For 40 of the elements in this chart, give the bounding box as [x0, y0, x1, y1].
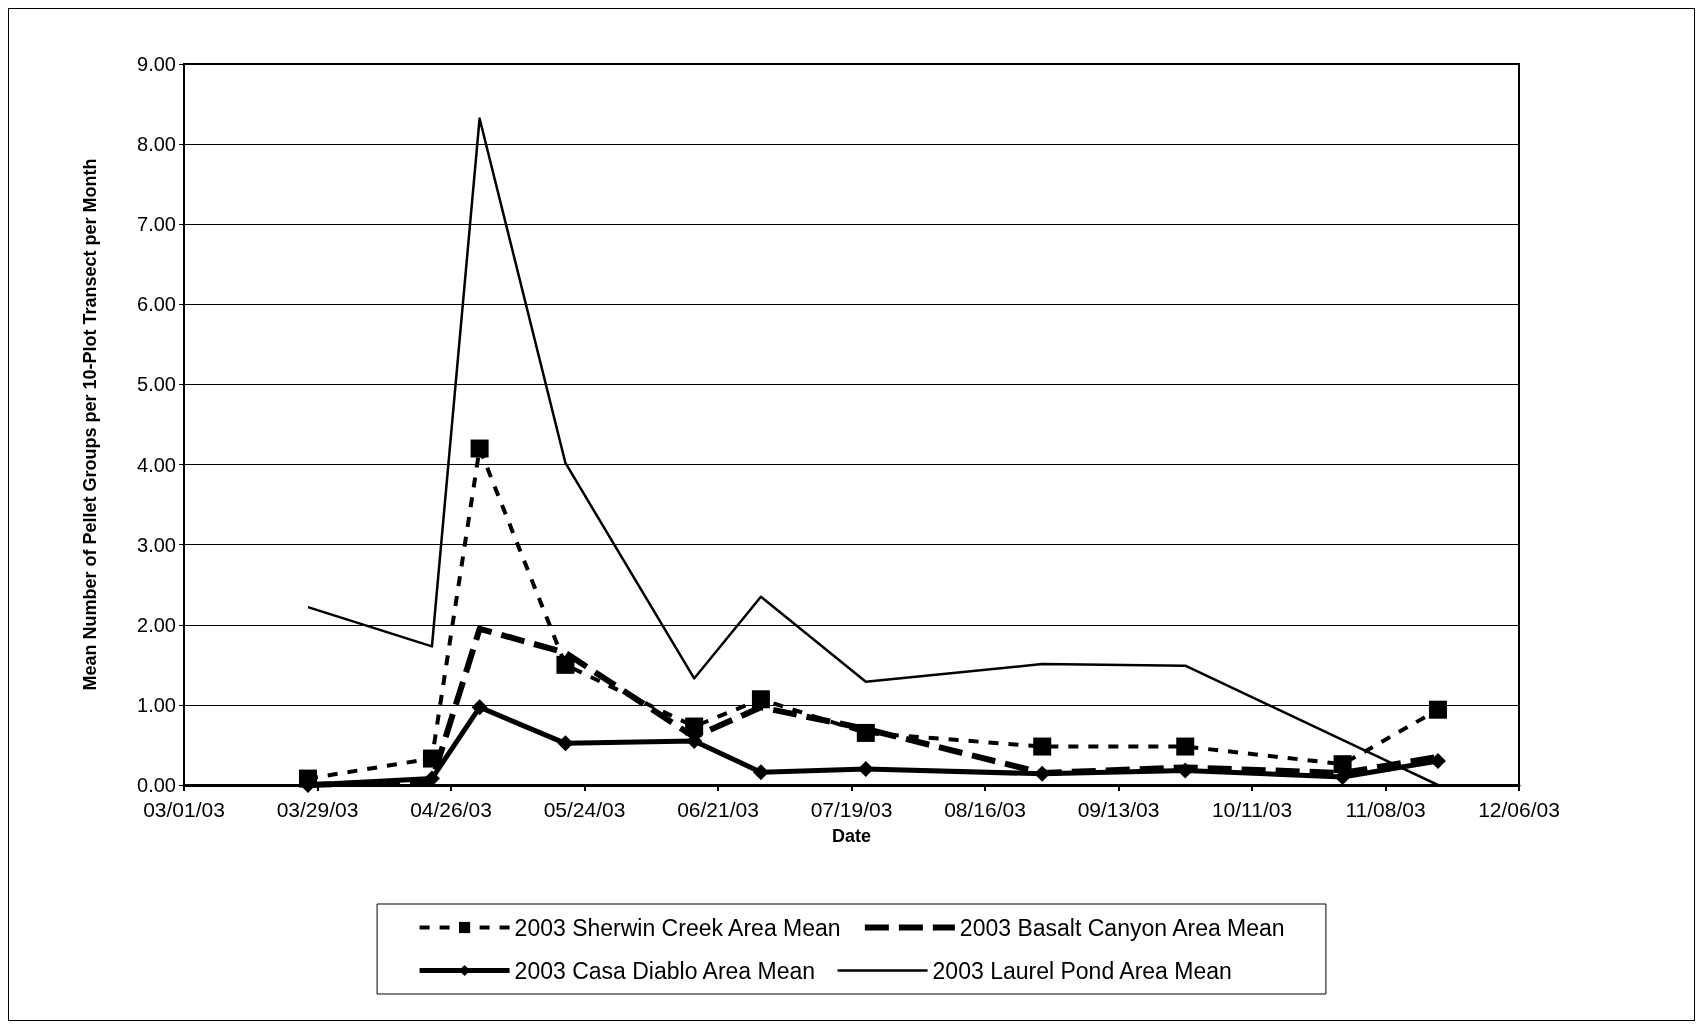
- x-tick-label: 08/16/03: [944, 798, 1026, 821]
- x-tick-label: 11/08/03: [1345, 798, 1426, 821]
- legend-label: 2003 Basalt Canyon Area Mean: [959, 914, 1285, 941]
- point: [751, 690, 770, 709]
- point: [557, 735, 574, 752]
- y-tick-label: 7.00: [137, 213, 176, 236]
- legend-label: 2003 Casa Diablo Area Mean: [514, 957, 816, 984]
- point: [685, 717, 704, 736]
- x-tick-label: 10/11/03: [1211, 798, 1293, 821]
- y-tick-label: 4.00: [137, 453, 176, 476]
- point: [471, 699, 488, 716]
- point: [556, 655, 575, 674]
- x-axis-title: Date: [831, 826, 872, 846]
- point: [470, 439, 489, 458]
- y-tick-label: 8.00: [137, 133, 176, 156]
- x-tick-label: 12/06/03: [1478, 798, 1560, 821]
- x-tick-label: 03/01/03: [143, 798, 225, 821]
- legend-label: 2003 Sherwin Creek Area Mean: [514, 914, 841, 941]
- point: [1428, 700, 1447, 719]
- y-tick-label: 9.00: [137, 53, 176, 75]
- x-tick-label: 03/29/03: [276, 798, 359, 821]
- point: [1333, 755, 1352, 774]
- point: [422, 749, 441, 768]
- y-tick-label: 1.00: [137, 693, 176, 716]
- y-tick-label: 0.00: [137, 774, 176, 796]
- x-tick-label: 06/21/03: [677, 798, 759, 821]
- legend-label: 2003 Laurel Pond Area Mean: [932, 957, 1232, 984]
- y-tick-label: 5.00: [137, 373, 176, 396]
- x-tick-label: 05/24/03: [543, 798, 626, 821]
- x-tick-label: 07/19/03: [810, 798, 893, 821]
- y-tick-label: 3.00: [137, 533, 176, 556]
- x-tick-label: 04/26/03: [410, 798, 492, 821]
- x-tick-label: 09/13/03: [1077, 798, 1160, 821]
- y-axis-title: Mean Number of Pellet Groups per 10-Plot Transect per Month: [80, 158, 100, 691]
- point: [1033, 737, 1052, 756]
- y-tick-label: 2.00: [137, 613, 176, 636]
- point: [1176, 737, 1195, 756]
- y-tick-label: 6.00: [137, 293, 176, 316]
- point: [752, 764, 769, 781]
- point: [856, 723, 875, 742]
